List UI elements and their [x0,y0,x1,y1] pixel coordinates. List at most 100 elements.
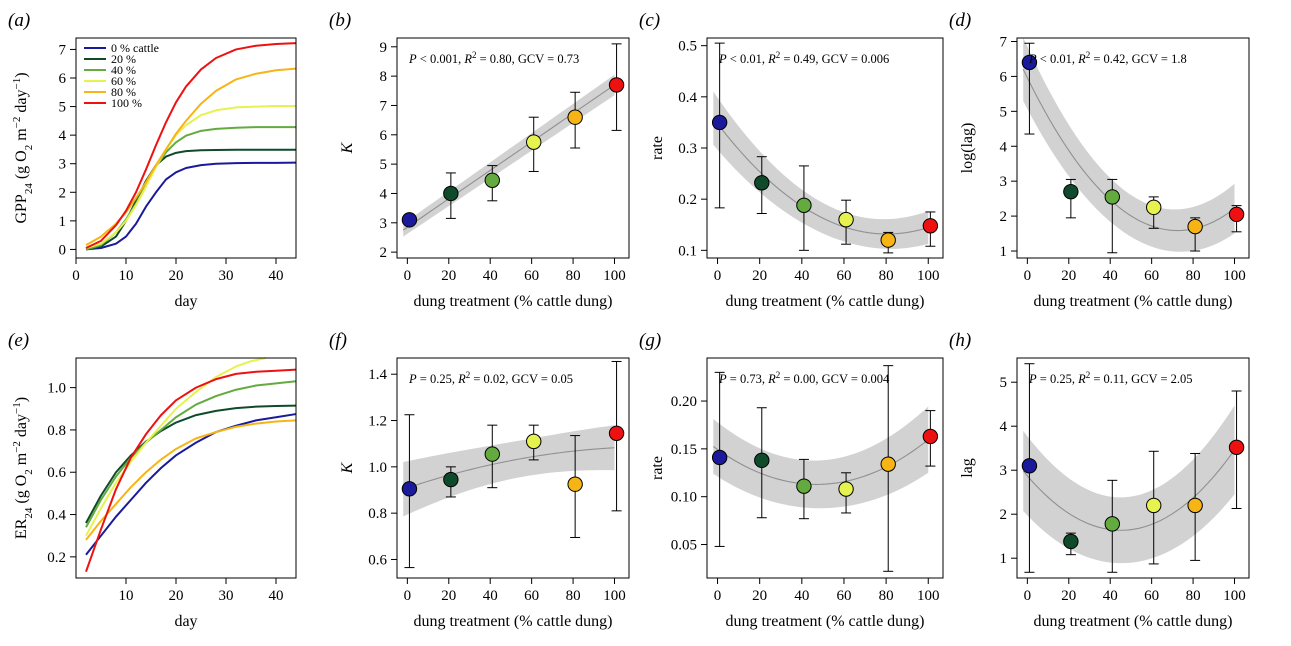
x-axis-label: dung treatment (% cattle dung) [725,613,924,630]
x-axis-label: dung treatment (% cattle dung) [725,293,924,310]
y-tick-label: 2 [1000,209,1008,225]
y-axis-label: rate [649,136,666,160]
panel-e: (e) 10 20 30 40 0.2 0.4 0.6 0.8 1.0 day ER24 (g O2 … [8,330,297,630]
data-point-t80 [1187,497,1203,514]
panel-c: (c) 0 20 40 60 80 100 0.1 0.2 0.3 0.4 0.5 dung treat… [639,10,944,310]
y-tick-label: 1 [1000,244,1008,260]
x-tick-label: 20 [441,588,456,604]
data-point-t100 [922,428,939,445]
x-tick-label: 100 [603,588,626,604]
fit-line [403,447,615,490]
series-line-t0 [85,161,297,251]
panel-label: (h) [949,330,971,351]
data-point-t80 [880,456,896,472]
y-tick-label: 7 [59,42,67,58]
y-tick-label: 6 [1000,69,1008,85]
y-tick-label: 6 [59,71,67,87]
data-point-t100 [608,77,625,93]
data-point-t40 [1104,516,1120,532]
x-tick-label: 40 [794,588,809,604]
panel-h: (h) 0 20 40 60 80 100 1 2 3 4 5 dung treatment (% ca… [949,330,1250,630]
series-line-t100 [85,368,297,572]
x-axis-label: dung treatment (% cattle dung) [1033,293,1232,310]
data-point-t40 [484,446,500,462]
x-tick-label: 20 [441,268,456,284]
panel-f: (f) 0 20 40 60 80 100 0.6 0.8 1.0 1.2 1.4 dung treat… [329,330,630,630]
panel-a: (a) 0 10 20 30 40 0 1 2 3 4 5 6 7 day GPP24 (g O2 m−2 d… [8,10,297,310]
stat-annotation: P = 0.25, R2 = 0.11, GCV = 2.05 [1028,370,1193,386]
x-tick-label: 0 [72,268,80,284]
y-tick-label: 1 [1000,551,1008,567]
y-tick-label: 0.3 [678,141,697,157]
panel-label: (a) [8,10,30,31]
y-tick-label: 0.6 [368,552,387,568]
plot-frame [1016,357,1250,579]
x-tick-label: 0 [1024,588,1032,604]
x-axis-label: dung treatment (% cattle dung) [1033,613,1232,630]
plot-frame [1016,37,1250,259]
data-point-t100 [1228,206,1245,223]
fit-line [1022,449,1235,531]
x-axis-label: dung treatment (% cattle dung) [413,293,612,310]
data-point-t100 [1228,439,1245,456]
x-tick-label: 20 [169,268,184,284]
stat-annotation: P < 0.01, R2 = 0.42, GCV = 1.8 [1028,50,1187,66]
x-tick-label: 80 [566,588,581,604]
data-point-t40 [796,197,812,214]
x-tick-label: 60 [1144,268,1159,284]
data-point-t0 [401,212,418,228]
data-point-t0 [1021,458,1038,474]
data-point-t40 [796,478,812,494]
x-tick-label: 60 [1144,588,1159,604]
y-tick-label: 5 [380,157,388,173]
y-tick-label: 0.10 [671,490,697,506]
y-tick-label: 0.2 [47,550,66,566]
series-line-t0 [85,413,297,556]
panel-d: (d) 0 20 40 60 80 100 1 2 3 4 5 6 7 dung treatment (% … [949,10,1250,310]
panel-label: (c) [639,10,660,31]
confidence-band [713,91,929,249]
x-tick-label: 100 [1223,268,1246,284]
legend-label: 100 % [111,96,142,110]
series-line-t20 [85,404,297,524]
data-point-t0 [711,114,728,131]
y-tick-label: 0.2 [678,192,697,208]
plot-frame [75,357,297,579]
panel-label: (d) [949,10,971,31]
data-point-t60 [1146,497,1162,514]
data-point-t0 [1021,54,1038,71]
y-tick-label: 2 [59,185,67,201]
x-tick-label: 20 [169,588,184,604]
data-point-t20 [754,452,770,469]
stat-annotation: P < 0.01, R2 = 0.49, GCV = 0.006 [718,50,889,66]
confidence-band [403,425,615,517]
data-point-t60 [526,134,542,150]
y-tick-label: 1.0 [47,381,66,397]
y-tick-label: 2 [380,245,388,261]
legend-label: 40 % [111,63,136,77]
data-point-t20 [443,185,459,202]
legend-label: 60 % [111,74,136,88]
y-tick-label: 4 [1000,139,1008,155]
series-line-t100 [85,42,297,249]
plot-frame [396,357,630,579]
x-tick-label: 0 [404,268,412,284]
x-tick-label: 40 [1103,268,1118,284]
x-tick-label: 20 [752,588,767,604]
stat-annotation: P = 0.25, R2 = 0.02, GCV = 0.05 [408,370,573,386]
y-axis-label: log(lag) [959,123,976,174]
y-tick-label: 0.6 [47,465,66,481]
legend-label: 20 % [111,52,136,66]
confidence-band [1023,37,1235,252]
y-tick-label: 0.8 [47,423,66,439]
data-point-t20 [443,471,459,488]
x-tick-label: 60 [836,268,851,284]
series-line-t20 [85,148,296,251]
confidence-band [713,406,929,509]
data-point-t20 [1063,183,1079,200]
x-tick-label: 20 [752,268,767,284]
x-tick-label: 40 [269,588,284,604]
y-tick-label: 0.5 [678,39,697,55]
x-tick-label: 0 [714,588,722,604]
